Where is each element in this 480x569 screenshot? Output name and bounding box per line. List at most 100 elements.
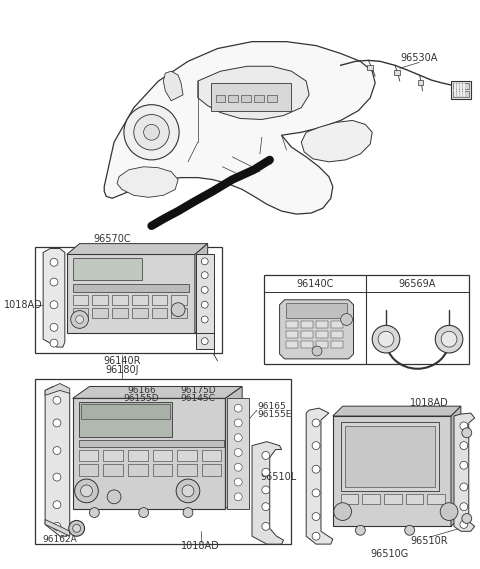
Text: 96162A: 96162A — [43, 535, 77, 544]
Bar — [286, 303, 347, 318]
Circle shape — [460, 503, 468, 510]
Bar — [72, 258, 142, 280]
Circle shape — [341, 314, 352, 325]
Bar — [216, 95, 226, 102]
Bar — [153, 450, 172, 461]
Text: 96145C: 96145C — [180, 394, 215, 403]
Bar — [72, 284, 189, 292]
Circle shape — [50, 278, 58, 286]
Text: 1018AD: 1018AD — [4, 300, 43, 310]
Bar — [72, 308, 88, 318]
Circle shape — [262, 486, 270, 494]
Circle shape — [262, 468, 270, 476]
Bar — [341, 494, 359, 504]
Bar — [453, 91, 469, 97]
Circle shape — [53, 419, 61, 427]
Circle shape — [201, 271, 208, 279]
Bar — [301, 331, 313, 338]
Bar — [287, 321, 298, 328]
Bar — [341, 422, 439, 491]
Text: 96180J: 96180J — [105, 365, 139, 375]
Text: 96155D: 96155D — [124, 394, 159, 403]
Bar — [454, 83, 456, 97]
Polygon shape — [117, 167, 178, 197]
Bar — [384, 494, 402, 504]
Bar — [287, 331, 298, 338]
Polygon shape — [279, 300, 353, 359]
Text: 96570C: 96570C — [93, 234, 131, 244]
Circle shape — [460, 483, 468, 491]
Circle shape — [234, 419, 242, 427]
Text: 1018AD: 1018AD — [410, 398, 449, 408]
Circle shape — [76, 316, 84, 323]
Polygon shape — [198, 66, 309, 119]
Text: 96166: 96166 — [127, 386, 156, 395]
Bar — [367, 65, 373, 70]
Circle shape — [234, 434, 242, 442]
Circle shape — [334, 503, 351, 521]
Circle shape — [71, 311, 88, 328]
Bar — [79, 440, 225, 447]
Circle shape — [124, 105, 179, 160]
Circle shape — [462, 514, 472, 523]
Bar — [67, 254, 195, 333]
Bar — [451, 81, 471, 99]
Circle shape — [312, 442, 320, 450]
Polygon shape — [163, 71, 183, 101]
Bar — [93, 295, 108, 304]
Text: 96510R: 96510R — [410, 536, 448, 546]
Circle shape — [234, 404, 242, 412]
Circle shape — [69, 521, 84, 536]
Bar — [457, 83, 459, 97]
Text: 96140R: 96140R — [103, 356, 141, 366]
Bar — [132, 308, 147, 318]
Circle shape — [50, 339, 58, 347]
Bar — [264, 275, 469, 364]
Bar — [79, 450, 98, 461]
Circle shape — [441, 331, 457, 347]
Bar — [362, 494, 380, 504]
Bar — [196, 333, 214, 349]
Circle shape — [356, 525, 365, 535]
Text: 1018AD: 1018AD — [181, 541, 220, 551]
Circle shape — [460, 442, 468, 450]
Circle shape — [171, 303, 185, 316]
Bar — [35, 378, 291, 544]
Circle shape — [201, 316, 208, 323]
Polygon shape — [333, 406, 461, 416]
Polygon shape — [45, 519, 70, 536]
Bar — [427, 494, 445, 504]
Bar — [177, 464, 197, 476]
Bar — [331, 321, 343, 328]
Circle shape — [378, 331, 394, 347]
Circle shape — [405, 525, 415, 535]
Bar — [287, 341, 298, 348]
Circle shape — [75, 479, 98, 503]
Circle shape — [201, 338, 208, 345]
Circle shape — [234, 493, 242, 501]
Bar — [418, 80, 423, 85]
Text: 96165: 96165 — [257, 402, 286, 411]
Polygon shape — [226, 386, 242, 509]
Polygon shape — [45, 386, 70, 536]
Circle shape — [460, 461, 468, 469]
Bar — [81, 404, 170, 419]
Bar — [267, 95, 276, 102]
Circle shape — [72, 525, 81, 532]
Circle shape — [312, 465, 320, 473]
Bar — [202, 450, 221, 461]
Circle shape — [312, 489, 320, 497]
Circle shape — [234, 448, 242, 456]
Bar — [211, 83, 291, 110]
Text: 96510G: 96510G — [371, 549, 409, 559]
Bar — [406, 494, 423, 504]
Polygon shape — [195, 244, 208, 333]
Polygon shape — [104, 42, 375, 214]
Polygon shape — [72, 386, 242, 398]
Text: HYUNDAI: HYUNDAI — [111, 410, 140, 415]
Circle shape — [262, 503, 270, 510]
Bar — [79, 402, 172, 437]
Circle shape — [234, 478, 242, 486]
Circle shape — [460, 521, 468, 529]
Bar — [128, 450, 147, 461]
